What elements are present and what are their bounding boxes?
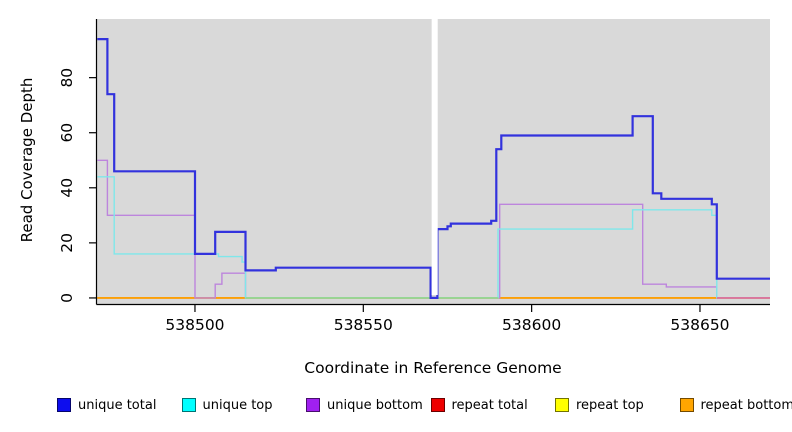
legend-swatch-icon [181,398,196,412]
y-tick-label: 80 [58,68,76,88]
gap-band [431,19,438,295]
legend-item-unique-bottom: unique bottom [306,398,431,413]
legend-label: repeat top [576,397,644,413]
legend-swatch-icon [430,398,445,412]
legend-item-unique-total: unique total [57,398,182,413]
legend-label: repeat bottom [700,397,792,413]
x-tick-label: 538650 [670,316,729,334]
y-axis-title: Read Coverage Depth [18,77,36,243]
x-tick-label: 538550 [334,316,393,334]
legend-item-unique-top: unique top [181,397,307,413]
legend-swatch-icon [555,398,569,412]
y-tick-label: 0 [58,293,76,303]
y-tick-label: 20 [58,233,76,253]
legend-label: unique total [78,397,157,413]
legend-item-repeat-top: repeat top [555,398,680,413]
legend-swatch-icon [306,398,320,412]
legend-item-repeat-total: repeat total [430,397,556,413]
legend: unique total unique top unique bottom repea… [57,395,792,415]
legend-label: repeat total [451,397,528,413]
legend-label: unique bottom [327,397,423,413]
legend-label: unique top [202,397,273,413]
y-tick-label: 60 [58,123,76,143]
legend-swatch-icon [679,398,694,412]
legend-swatch-icon [57,398,71,412]
legend-item-repeat-bottom: repeat bottom [679,397,792,413]
x-tick-label: 538600 [502,316,561,334]
x-tick-label: 538500 [165,316,224,334]
x-axis-title: Coordinate in Reference Genome [304,359,562,377]
series-line-unique-total [97,38,770,299]
y-tick-label: 40 [58,178,76,198]
